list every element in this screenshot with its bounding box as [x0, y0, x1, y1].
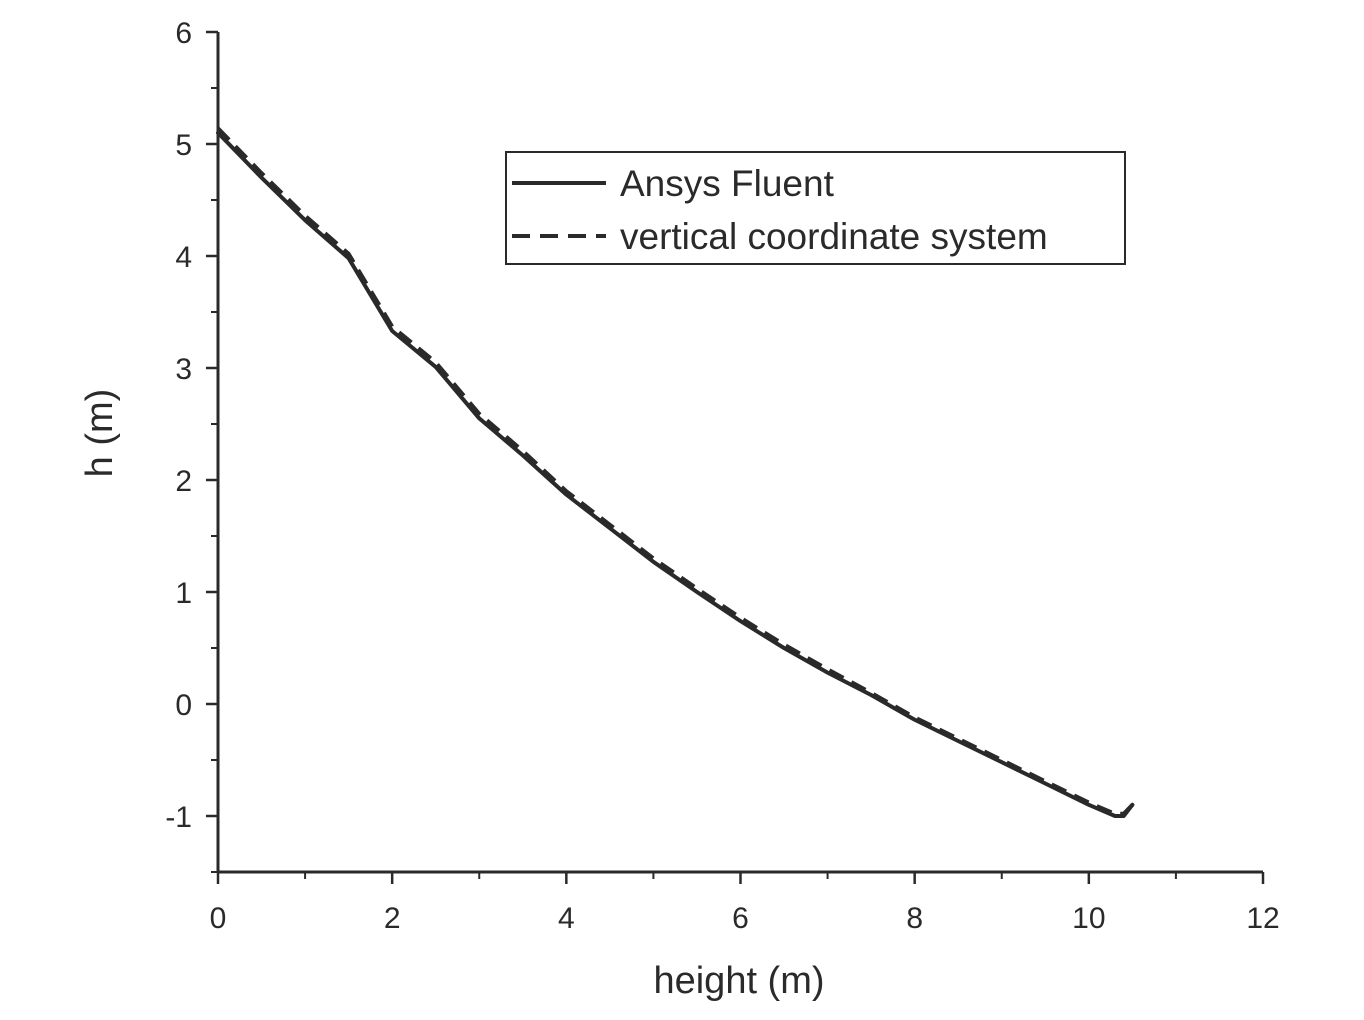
- series-line-vertical-coordinate-system: [216, 126, 1134, 816]
- x-tick-label: 0: [210, 902, 227, 935]
- legend-label-vertical-coordinate-system: vertical coordinate system: [620, 216, 1048, 257]
- x-tick-label: 10: [1072, 902, 1105, 935]
- y-tick-label: 0: [175, 689, 192, 722]
- y-tick-label: 3: [175, 353, 192, 386]
- x-tick-label: 6: [732, 902, 749, 935]
- series-layer: [216, 126, 1135, 818]
- y-axis-title: h (m): [79, 389, 121, 478]
- y-tick-label: 2: [175, 465, 192, 498]
- y-tick-label: 5: [175, 129, 192, 162]
- legend-box: [505, 151, 1126, 265]
- x-tick-label: 12: [1246, 902, 1279, 935]
- x-tick-label: 8: [906, 902, 923, 935]
- x-tick-label: 2: [384, 902, 401, 935]
- x-tick-label: 4: [558, 902, 575, 935]
- y-tick-label: 1: [175, 577, 192, 610]
- legend: Ansys Fluent vertical coordinate system: [505, 151, 1126, 265]
- y-tick-label: 6: [175, 17, 192, 50]
- x-axis-title: height (m): [653, 960, 824, 1002]
- legend-label-ansys-fluent: Ansys Fluent: [620, 163, 835, 204]
- y-tick-label: 4: [175, 241, 192, 274]
- y-tick-label: -1: [165, 801, 192, 834]
